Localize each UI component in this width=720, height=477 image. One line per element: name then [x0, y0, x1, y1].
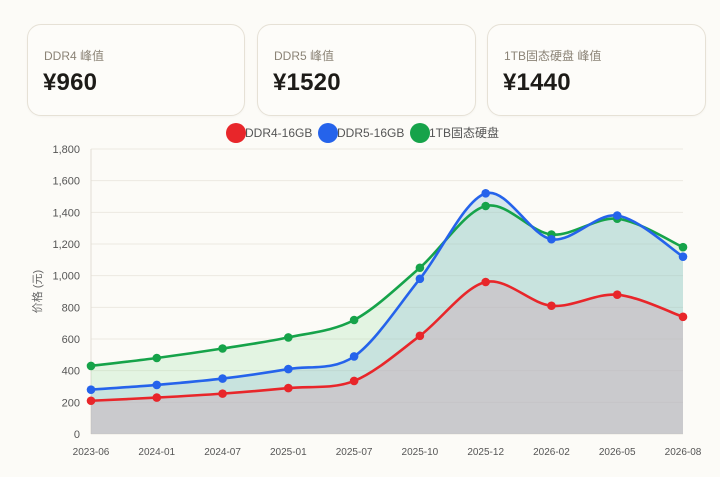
stat-card-ssd: 1TB固态硬盘 峰值 ¥1440 — [487, 24, 706, 116]
x-tick-label: 2026-08 — [665, 447, 702, 458]
data-point — [218, 389, 227, 398]
data-point — [284, 364, 293, 374]
data-point — [547, 234, 556, 244]
data-point — [547, 301, 556, 311]
stat-card-ddr4: DDR4 峰值 ¥960 — [27, 24, 245, 116]
area-fill-0 — [91, 281, 683, 434]
legend-item: 1TB固态硬盘 — [410, 123, 499, 143]
data-point — [678, 312, 688, 322]
data-point — [152, 393, 162, 402]
x-tick-label: 2025-12 — [467, 447, 504, 458]
legend-swatch — [226, 123, 246, 143]
data-point — [284, 333, 293, 342]
y-tick-label: 1,600 — [52, 176, 80, 188]
x-tick-label: 2024-01 — [138, 447, 175, 458]
data-point — [415, 274, 425, 284]
data-point — [86, 396, 96, 406]
x-tick-label: 2025-10 — [402, 447, 439, 458]
y-tick-label: 1,800 — [52, 144, 80, 156]
data-point — [349, 352, 359, 361]
legend-label: 1TB固态硬盘 — [429, 125, 499, 140]
x-tick-label: 2026-02 — [533, 447, 570, 458]
legend-swatch — [318, 123, 338, 143]
data-point — [218, 374, 227, 383]
data-point — [152, 380, 162, 390]
x-tick-label: 2024-07 — [204, 447, 241, 458]
x-tick-label: 2025-01 — [270, 447, 307, 458]
data-point — [481, 277, 490, 287]
y-tick-label: 1,400 — [52, 207, 80, 219]
y-axis-label: 价格 (元) — [30, 270, 44, 313]
y-tick-label: 1,000 — [52, 271, 80, 283]
data-point — [481, 189, 490, 198]
x-tick-label: 2025-07 — [336, 447, 373, 458]
x-tick-label: 2023-06 — [73, 447, 110, 458]
series-line-0 — [90, 280, 684, 403]
series-line-2 — [90, 204, 684, 368]
legend-label: DDR5-16GB — [337, 126, 404, 140]
data-point — [349, 315, 359, 325]
y-tick-label: 400 — [62, 366, 80, 378]
stat-card-value: ¥1440 — [503, 69, 571, 96]
stat-card-ddr5: DDR5 峰值 ¥1520 — [257, 24, 476, 116]
y-tick-label: 0 — [74, 429, 80, 441]
data-point — [218, 344, 227, 353]
legend-label: DDR4-16GB — [245, 126, 312, 140]
data-point — [481, 201, 490, 211]
y-tick-label: 600 — [62, 334, 80, 346]
data-point — [86, 385, 96, 394]
stat-card-label: DDR4 峰值 — [44, 49, 105, 63]
data-point — [612, 211, 622, 220]
stat-card-value: ¥960 — [43, 69, 98, 96]
data-point — [284, 383, 293, 393]
y-tick-label: 800 — [62, 302, 80, 314]
data-point — [678, 252, 688, 261]
y-tick-label: 1,200 — [52, 239, 80, 251]
data-point — [86, 361, 96, 371]
data-point — [152, 353, 162, 363]
data-point — [349, 376, 359, 386]
data-point — [612, 290, 622, 299]
stat-card-value: ¥1520 — [273, 69, 341, 96]
area-fill-1 — [91, 192, 683, 434]
stat-card-label: 1TB固态硬盘 峰值 — [504, 49, 602, 63]
data-point — [415, 263, 425, 273]
stat-card-label: DDR5 峰值 — [274, 49, 335, 63]
y-tick-label: 200 — [62, 397, 80, 409]
legend-item: DDR4-16GB — [226, 123, 312, 143]
series-line-1 — [90, 191, 684, 391]
data-point — [415, 331, 425, 341]
x-tick-label: 2026-05 — [599, 447, 636, 458]
legend-item: DDR5-16GB — [318, 123, 404, 143]
legend-swatch — [410, 123, 430, 143]
data-point — [678, 242, 688, 252]
